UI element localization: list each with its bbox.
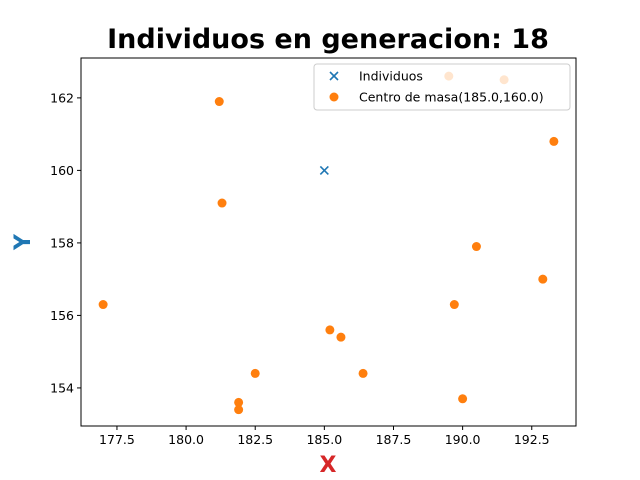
legend-marker-centro	[329, 92, 339, 102]
centro-point	[325, 325, 335, 335]
y-tick-label: 154	[50, 380, 74, 395]
y-tick-label: 158	[50, 235, 74, 250]
x-tick-label: 190.0	[445, 432, 481, 447]
y-axis-label: Y	[11, 233, 36, 251]
centro-point	[234, 397, 244, 407]
y-tick-label: 162	[50, 90, 74, 105]
x-tick-label: 185.0	[306, 432, 342, 447]
x-tick-label: 187.5	[376, 432, 412, 447]
legend-label-centro: Centro de masa(185.0,160.0)	[359, 90, 544, 105]
legend: Individuos Centro de masa(185.0,160.0)	[313, 63, 571, 111]
legend-label-individuos: Individuos	[359, 69, 423, 84]
x-tick-label: 177.5	[99, 432, 135, 447]
legend-marker-individuos	[329, 71, 339, 81]
x-tick-label: 180.0	[168, 432, 204, 447]
plot-area: 177.5 180.0 182.5 185.0 187.5 190.0 192.5 154 15…	[50, 57, 577, 447]
centro-point	[250, 368, 260, 378]
centro-point	[549, 136, 559, 146]
axes-frame	[80, 57, 577, 427]
centro-point	[538, 274, 548, 284]
x-axis-label: X	[320, 453, 337, 478]
individuo-point	[319, 165, 329, 175]
legend-box	[313, 63, 571, 111]
x-tick-label: 192.5	[514, 432, 550, 447]
centro-point	[358, 368, 368, 378]
centro-point	[458, 394, 468, 404]
centro-point	[98, 300, 108, 310]
chart-title: Individuos en generacion: 18	[107, 24, 549, 55]
centro-point	[449, 300, 459, 310]
y-tick-label: 156	[50, 308, 74, 323]
y-tick-label: 160	[50, 163, 74, 178]
x-tick-label: 182.5	[237, 432, 273, 447]
centro-point	[336, 332, 346, 342]
centro-point	[471, 242, 481, 252]
centro-point	[234, 405, 244, 415]
centro-point	[214, 97, 224, 107]
centro-point	[217, 198, 227, 208]
x-marker-stroke	[319, 165, 329, 175]
